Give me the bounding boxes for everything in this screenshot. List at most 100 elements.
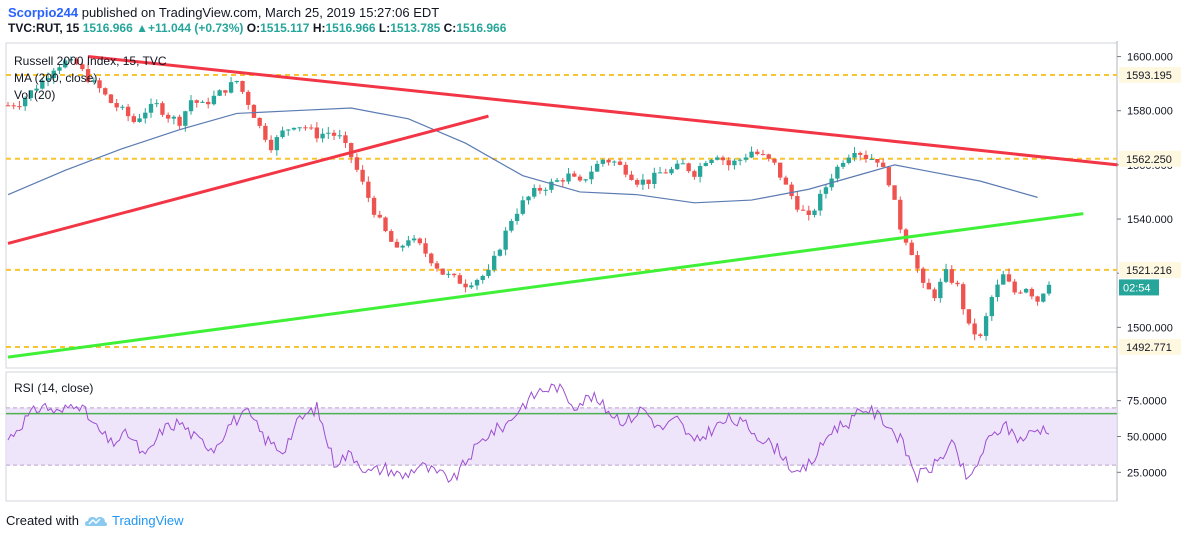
candle[interactable]: [308, 124, 314, 131]
candle[interactable]: [806, 205, 811, 221]
candle[interactable]: [989, 295, 994, 321]
candle[interactable]: [589, 165, 594, 185]
candle[interactable]: [17, 100, 22, 110]
candle[interactable]: [852, 147, 857, 162]
candle[interactable]: [886, 166, 892, 188]
candle[interactable]: [577, 174, 583, 182]
candle[interactable]: [463, 279, 468, 293]
candle[interactable]: [474, 278, 480, 290]
candle[interactable]: [497, 248, 503, 257]
candle[interactable]: [188, 95, 194, 115]
candle[interactable]: [411, 234, 417, 243]
candle[interactable]: [823, 185, 829, 199]
candle[interactable]: [343, 131, 348, 148]
candle[interactable]: [732, 158, 737, 170]
candle[interactable]: [194, 99, 199, 108]
candle[interactable]: [594, 160, 600, 172]
candle[interactable]: [423, 237, 428, 258]
candle[interactable]: [983, 312, 989, 341]
candle[interactable]: [5, 101, 11, 107]
candle[interactable]: [257, 117, 262, 129]
candle[interactable]: [858, 151, 863, 161]
candle[interactable]: [377, 210, 382, 219]
candle[interactable]: [246, 90, 251, 110]
candle[interactable]: [223, 90, 228, 96]
candle[interactable]: [40, 77, 45, 90]
candle[interactable]: [961, 282, 966, 315]
candle[interactable]: [520, 196, 525, 216]
candle[interactable]: [286, 129, 291, 136]
candle[interactable]: [777, 162, 783, 181]
candle[interactable]: [657, 166, 663, 174]
candle[interactable]: [371, 195, 377, 218]
candle[interactable]: [669, 166, 674, 176]
candle[interactable]: [755, 149, 760, 156]
candle[interactable]: [486, 264, 491, 279]
candle[interactable]: [686, 162, 691, 174]
candle[interactable]: [57, 64, 62, 74]
candle[interactable]: [915, 250, 920, 273]
candle[interactable]: [148, 98, 154, 118]
candle[interactable]: [457, 272, 463, 284]
candle[interactable]: [314, 122, 320, 143]
candle[interactable]: [143, 108, 148, 124]
candle[interactable]: [80, 62, 85, 72]
candle[interactable]: [789, 181, 794, 200]
price-chart[interactable]: 1600.0001580.0001560.0001540.0001520.000…: [0, 41, 1188, 507]
candle[interactable]: [995, 279, 1000, 302]
candle[interactable]: [795, 191, 800, 213]
candle[interactable]: [446, 271, 451, 278]
candle[interactable]: [337, 129, 342, 140]
candle[interactable]: [1029, 287, 1035, 300]
candle[interactable]: [154, 99, 159, 108]
candle[interactable]: [583, 178, 588, 183]
candle[interactable]: [514, 208, 520, 225]
candle[interactable]: [846, 154, 851, 165]
author-name[interactable]: Scorpio244: [8, 5, 79, 20]
candle[interactable]: [131, 113, 137, 124]
candle[interactable]: [812, 208, 817, 218]
candle[interactable]: [22, 96, 28, 111]
candle[interactable]: [949, 265, 954, 285]
rsi-pane[interactable]: [6, 383, 1117, 484]
candle[interactable]: [177, 114, 182, 130]
candle[interactable]: [394, 238, 400, 248]
candle[interactable]: [354, 153, 360, 173]
candle[interactable]: [840, 160, 846, 170]
candle[interactable]: [320, 128, 325, 143]
candle[interactable]: [800, 205, 806, 212]
candle[interactable]: [1041, 293, 1046, 303]
candle[interactable]: [726, 157, 731, 171]
candle[interactable]: [200, 100, 205, 103]
candle[interactable]: [417, 237, 422, 246]
candle[interactable]: [526, 195, 531, 205]
candle[interactable]: [943, 263, 949, 284]
candle[interactable]: [749, 146, 754, 159]
candle[interactable]: [623, 161, 628, 178]
candle[interactable]: [972, 318, 977, 341]
candle[interactable]: [966, 309, 972, 326]
candle[interactable]: [1035, 295, 1040, 306]
candle[interactable]: [228, 77, 234, 94]
candle[interactable]: [1046, 281, 1052, 296]
candle[interactable]: [206, 97, 211, 109]
tradingview-brand[interactable]: TradingView: [112, 513, 184, 528]
candle[interactable]: [291, 127, 297, 131]
candle[interactable]: [932, 287, 937, 302]
candle[interactable]: [326, 126, 331, 140]
candle[interactable]: [97, 77, 102, 93]
candle[interactable]: [703, 160, 708, 167]
candle[interactable]: [480, 274, 485, 284]
candle[interactable]: [11, 102, 16, 110]
candle[interactable]: [211, 90, 217, 106]
candle[interactable]: [91, 77, 96, 84]
candle[interactable]: [114, 98, 119, 112]
candle[interactable]: [875, 158, 880, 168]
candle[interactable]: [675, 160, 680, 171]
candle[interactable]: [120, 104, 125, 111]
candle[interactable]: [63, 58, 68, 69]
candle[interactable]: [389, 229, 394, 242]
candle[interactable]: [554, 177, 560, 183]
candle[interactable]: [926, 278, 932, 290]
candle[interactable]: [137, 113, 142, 123]
